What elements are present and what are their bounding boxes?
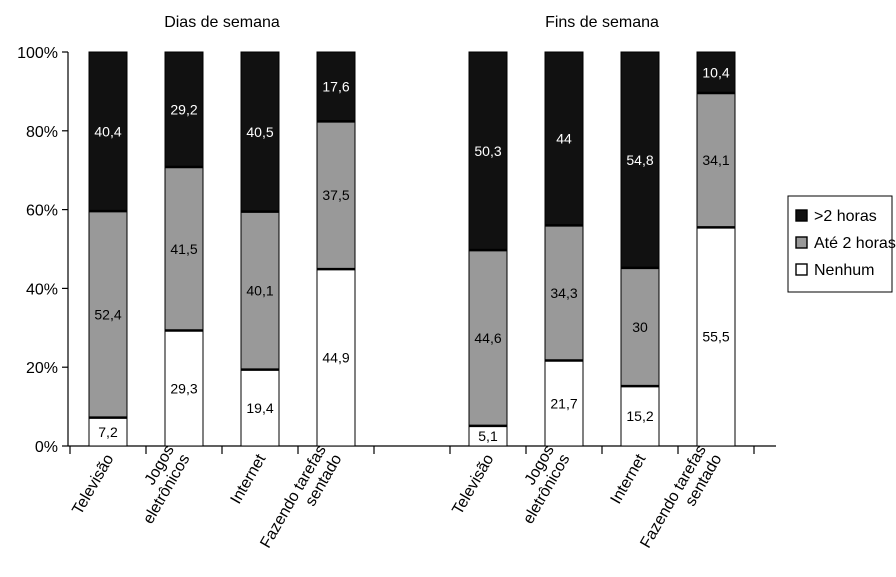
legend: >2 horas Até 2 horas Nenhum — [787, 195, 896, 293]
data-label: 21,7 — [550, 395, 577, 411]
data-label: 54,8 — [626, 152, 653, 168]
y-tick-label: 0% — [35, 439, 58, 456]
y-tick-label: 100% — [17, 45, 58, 62]
bar-segment — [164, 51, 204, 168]
category-label: Internet — [608, 451, 650, 507]
data-label: 30 — [632, 319, 648, 335]
bar-segment — [240, 369, 280, 447]
bar-segment — [696, 92, 736, 228]
legend-label: >2 horas — [814, 208, 877, 225]
category-label: Internet — [228, 451, 270, 507]
bar-segment — [468, 51, 508, 251]
data-label: 29,3 — [170, 380, 197, 396]
bars — [88, 51, 736, 447]
y-tick-label: 40% — [26, 281, 58, 298]
category-label-line: Televisão — [449, 451, 497, 517]
bar-segment — [544, 51, 584, 226]
data-label: 5,1 — [478, 428, 498, 444]
data-label: 55,5 — [702, 329, 729, 345]
bar-segment — [544, 224, 584, 362]
bar-segment — [620, 267, 660, 387]
legend-swatch — [795, 263, 808, 276]
labels: 7,2 52,4 40,4 29,3 41,5 29,2 19,4 40,1 40,5 44,9 3… — [94, 64, 729, 443]
category-label-line: Internet — [228, 451, 270, 507]
data-label: 34,1 — [702, 152, 729, 168]
data-label: 50,3 — [474, 143, 501, 159]
category-label-line: Internet — [608, 451, 650, 507]
data-label: 19,4 — [246, 400, 273, 416]
category-label: Televisão — [69, 451, 117, 517]
data-label: 44 — [556, 131, 572, 147]
panel-title: Dias de semana — [164, 14, 280, 31]
data-label: 15,2 — [626, 408, 653, 424]
data-label: 7,2 — [98, 424, 118, 440]
data-label: 40,1 — [246, 283, 273, 299]
bar-segment — [164, 166, 204, 332]
bar-segment — [240, 51, 280, 213]
data-label: 41,5 — [170, 241, 197, 257]
legend-label: Nenhum — [814, 262, 874, 279]
category-label-line: Televisão — [69, 451, 117, 517]
legend-label: Até 2 horas — [814, 235, 896, 252]
legend-swatch — [795, 209, 808, 222]
bar-segment — [316, 268, 356, 447]
bar-segment — [316, 120, 356, 270]
data-label: 29,2 — [170, 102, 197, 118]
data-label: 52,4 — [94, 306, 121, 322]
category-label: Televisão — [449, 451, 497, 517]
bar-segment — [620, 385, 660, 447]
bar-segment — [240, 211, 280, 371]
category-label: Fazendo tarefassentado — [257, 442, 345, 560]
bar-segment — [164, 330, 204, 447]
y-tick-label: 60% — [26, 203, 58, 220]
data-label: 17,6 — [322, 79, 349, 95]
data-label: 37,5 — [322, 187, 349, 203]
axes: 0% 20% 40% 60% 80% 100% Dias de semana Televisã… — [17, 14, 776, 560]
category-label: Fazendo tarefassentado — [637, 442, 725, 560]
bar-segment — [316, 51, 356, 122]
category-label: Jogoseletrônicos — [124, 443, 193, 528]
y-tick-label: 20% — [26, 360, 58, 377]
category-label: Jogoseletrônicos — [504, 443, 573, 528]
y-tick-label: 80% — [26, 124, 58, 141]
data-label: 44,6 — [474, 330, 501, 346]
data-label: 10,4 — [702, 64, 729, 80]
data-label: 34,3 — [550, 285, 577, 301]
legend-swatch — [795, 236, 808, 249]
data-label: 40,5 — [246, 124, 273, 140]
data-label: 40,4 — [94, 124, 121, 140]
bar-segment — [88, 51, 128, 212]
data-label: 44,9 — [322, 350, 349, 366]
panel-title: Fins de semana — [545, 14, 659, 31]
